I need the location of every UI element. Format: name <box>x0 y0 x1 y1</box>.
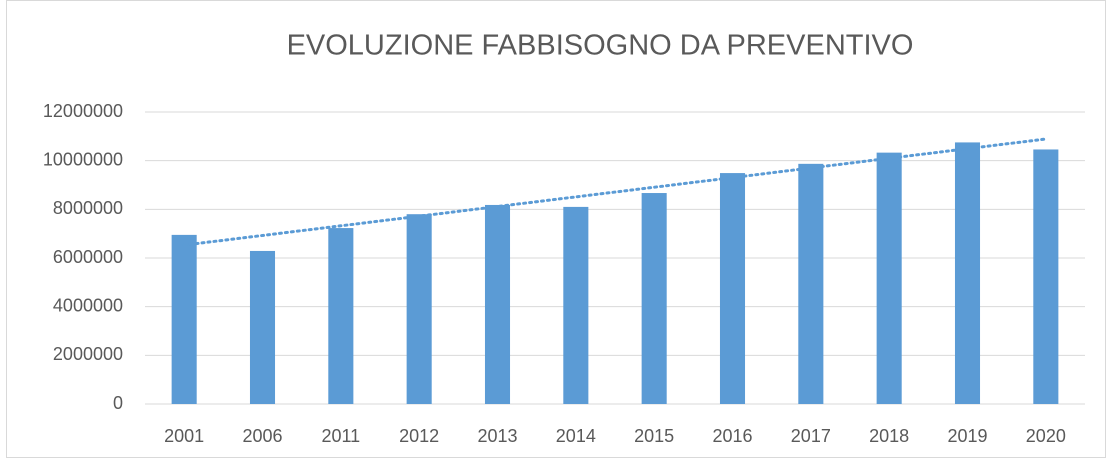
y-tick-label: 12000000 <box>43 101 123 121</box>
bar <box>328 228 354 404</box>
bar <box>719 173 746 404</box>
trendline <box>182 137 1048 247</box>
bar <box>171 234 197 404</box>
bar <box>406 214 432 404</box>
bar <box>954 142 981 404</box>
x-tick-label: 2018 <box>869 426 909 446</box>
y-tick-label: 8000000 <box>53 198 123 218</box>
bar <box>249 250 276 404</box>
x-tick-label: 2020 <box>1026 426 1066 446</box>
bar <box>641 193 667 404</box>
bar <box>484 204 511 404</box>
y-tick-label: 2000000 <box>53 344 123 364</box>
x-tick-label: 2014 <box>556 426 596 446</box>
chart-border <box>6 0 1106 458</box>
bar <box>1033 149 1059 404</box>
x-tick-label: 2001 <box>164 426 204 446</box>
x-tick-label: 2011 <box>321 426 360 446</box>
y-tick-label: 6000000 <box>53 247 123 267</box>
y-tick-label: 0 <box>113 393 123 413</box>
x-tick-label: 2016 <box>712 426 752 446</box>
y-tick-label: 4000000 <box>53 295 123 315</box>
x-tick-label: 2017 <box>791 426 831 446</box>
bar <box>876 152 902 404</box>
x-tick-label: 2013 <box>477 426 517 446</box>
x-tick-label: 2006 <box>242 426 282 446</box>
y-tick-label: 10000000 <box>43 149 123 169</box>
x-tick-label: 2012 <box>399 426 439 446</box>
x-tick-label: 2019 <box>947 426 987 446</box>
chart-title: EVOLUZIONE FABBISOGNO DA PREVENTIVO <box>287 30 914 62</box>
bar <box>563 206 589 404</box>
bar <box>798 163 824 404</box>
x-tick-label: 2015 <box>634 426 674 446</box>
